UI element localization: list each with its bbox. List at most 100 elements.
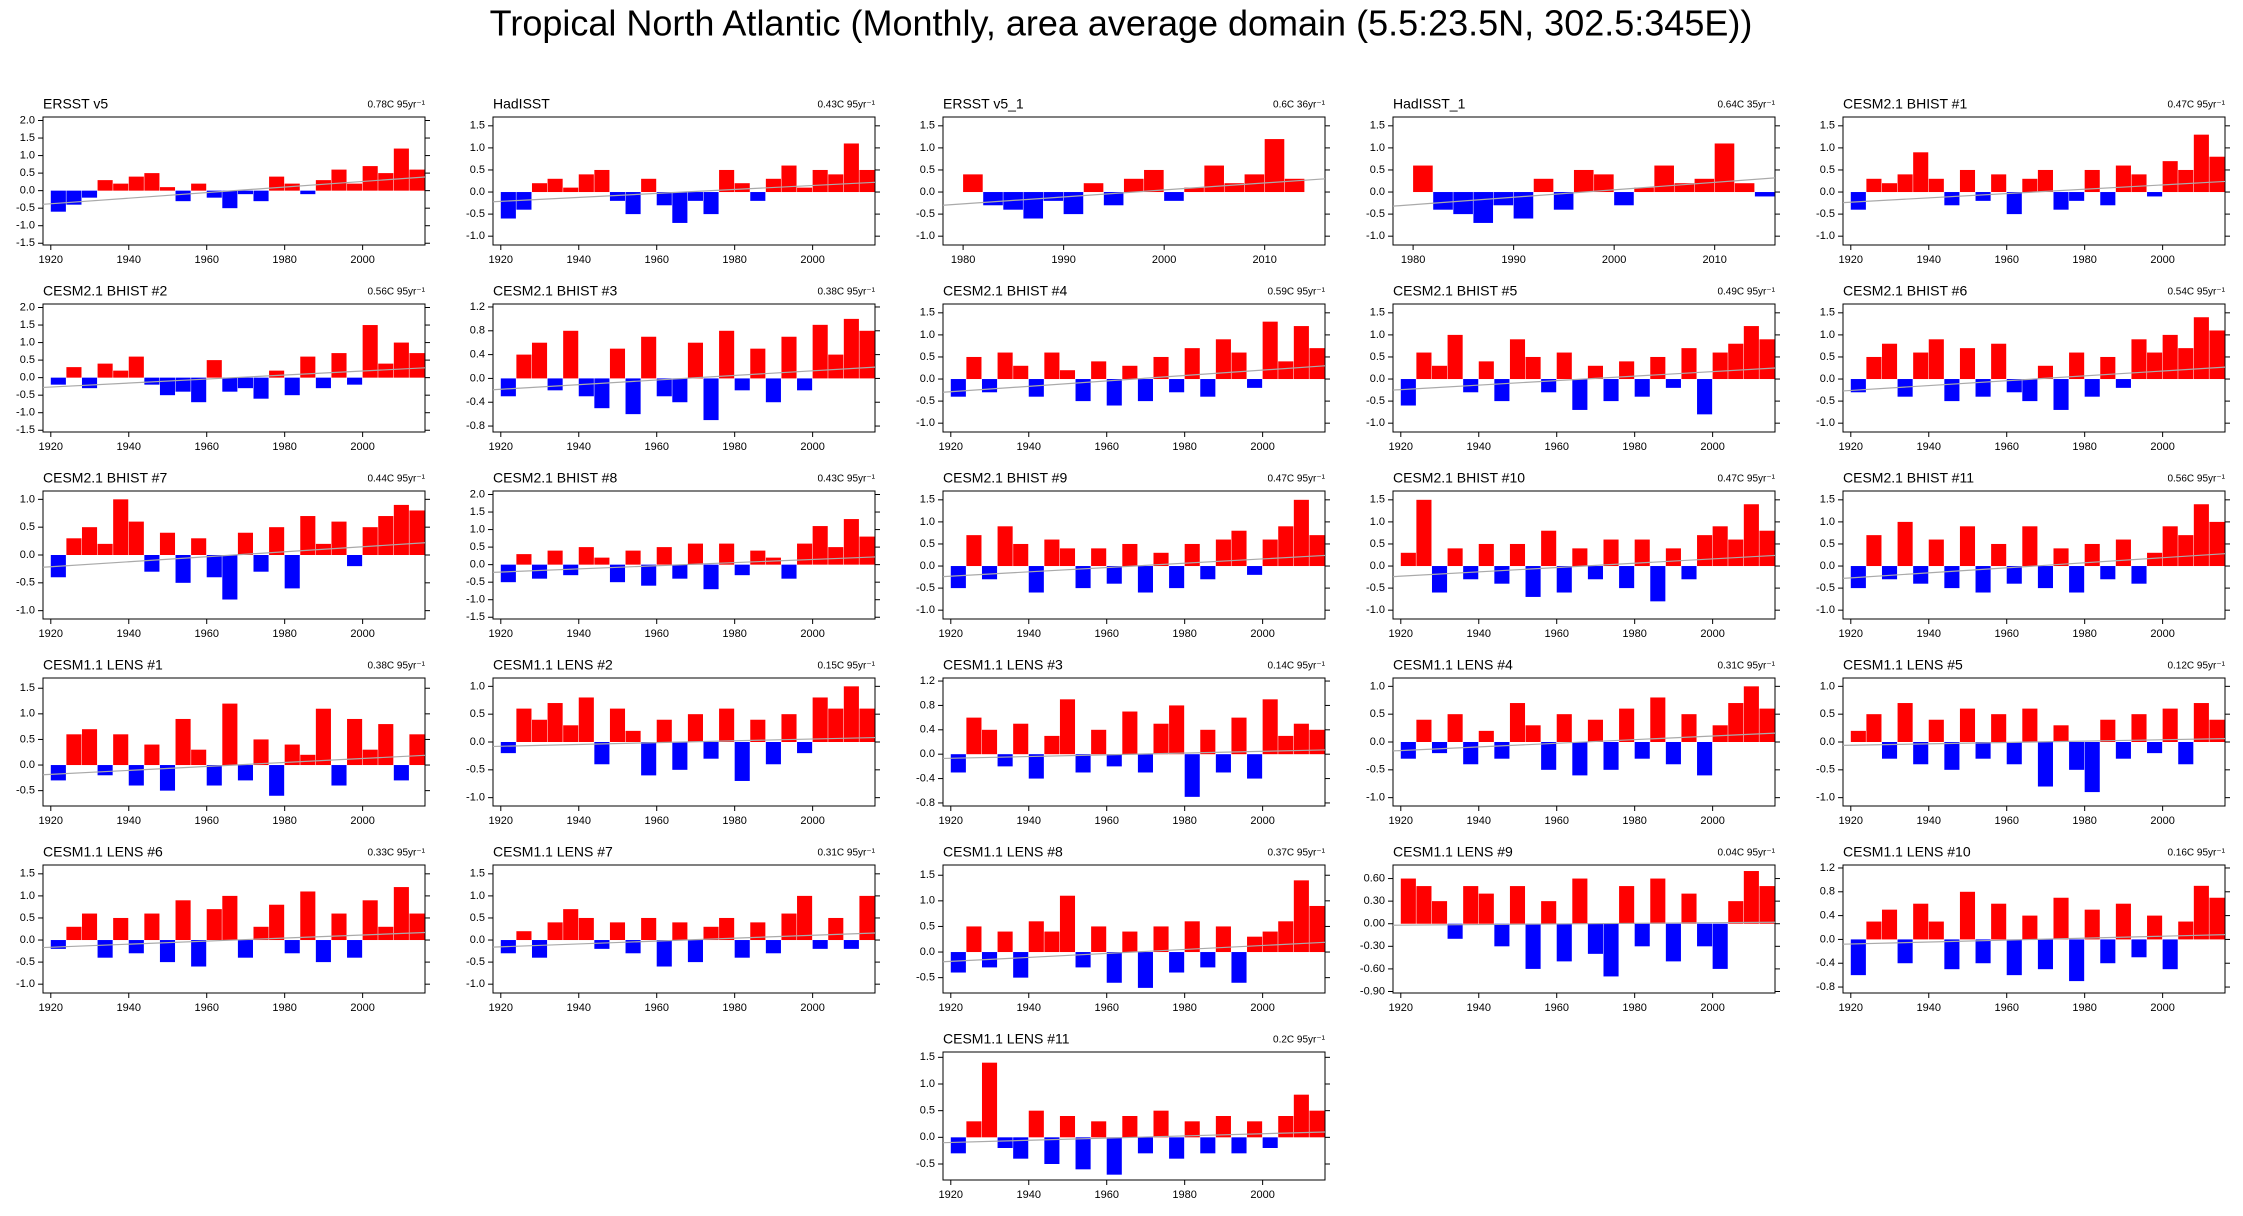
anomaly-bar (2053, 897, 2069, 940)
anomaly-bar (1028, 566, 1044, 593)
anomaly-bar (656, 378, 672, 397)
anomaly-bar (1278, 526, 1294, 567)
anomaly-bar (1091, 361, 1107, 380)
anomaly-bar (781, 714, 797, 742)
anomaly-bar (144, 377, 160, 385)
x-tick-label: 1980 (2072, 254, 2096, 266)
anomaly-bar (2178, 742, 2194, 765)
anomaly-bar (1106, 1137, 1122, 1175)
x-tick-label: 2000 (1250, 441, 1274, 453)
anomaly-bar (1013, 365, 1029, 380)
anomaly-bar (594, 169, 610, 193)
y-tick-label: 0.0 (20, 759, 35, 771)
anomaly-bar (144, 744, 160, 766)
anomaly-bar (1103, 192, 1124, 206)
y-tick-label: 0.5 (20, 521, 35, 533)
x-tick-label: 1960 (644, 254, 668, 266)
anomaly-bar (97, 543, 113, 555)
y-tick-label: 0.8 (1820, 886, 1835, 898)
anomaly-bar (206, 765, 222, 786)
panel-title: CESM2.1 BHIST #6 (1843, 283, 1967, 299)
trend-label: 0.56C 95yr⁻¹ (367, 287, 425, 298)
y-tick-label: 0.0 (920, 560, 935, 572)
x-tick-label: 1960 (1544, 441, 1568, 453)
y-tick-label: -1.5 (16, 424, 35, 436)
y-tick-label: 1.0 (1370, 680, 1385, 692)
anomaly-bar (50, 190, 66, 212)
anomaly-bar (66, 538, 82, 555)
anomaly-bar (409, 510, 425, 555)
anomaly-bar (2100, 356, 2116, 380)
anomaly-bar (378, 516, 394, 555)
anomaly-bar (2069, 352, 2085, 380)
y-tick-label: 0.0 (1370, 560, 1385, 572)
y-tick-label: -1.0 (1366, 792, 1385, 804)
anomaly-bar (2193, 504, 2209, 567)
anomaly-bar (1293, 499, 1309, 567)
anomaly-bar (500, 742, 516, 754)
anomaly-bar (1431, 566, 1448, 593)
anomaly-bar (347, 377, 363, 385)
anomaly-bar (1413, 165, 1433, 193)
anomaly-bar (2069, 566, 2085, 593)
figure-title: Tropical North Atlantic (Monthly, area a… (490, 3, 1753, 44)
anomaly-bar (1509, 543, 1526, 567)
anomaly-bar (997, 931, 1013, 953)
anomaly-bar (1262, 931, 1278, 953)
anomaly-bar (843, 686, 859, 742)
anomaly-bar (1478, 543, 1494, 567)
anomaly-bar (113, 917, 129, 941)
trend-line (942, 178, 1326, 206)
anomaly-bar (2162, 161, 2178, 193)
y-tick-label: -1.5 (16, 237, 35, 249)
y-tick-label: 0.0 (1820, 186, 1835, 198)
anomaly-bar (2100, 719, 2116, 742)
y-tick-label: 0.5 (1370, 164, 1385, 176)
trend-line (1842, 180, 2226, 204)
x-tick-label: 2010 (1252, 254, 1276, 266)
trend-label: 0.2C 95yr⁻¹ (1273, 1035, 1326, 1046)
x-tick-label: 1940 (567, 815, 591, 827)
plot-frame (42, 677, 426, 807)
trend-line (1392, 367, 1776, 391)
y-tick-label: -0.5 (1366, 208, 1385, 220)
anomaly-bar (393, 148, 409, 191)
y-tick-label: 1.5 (470, 868, 485, 880)
anomaly-bar (1541, 901, 1557, 924)
x-tick-label: 1980 (2072, 628, 2096, 640)
anomaly-bar (393, 765, 409, 781)
y-tick-label: 1.0 (920, 895, 935, 907)
anomaly-bar (1231, 952, 1247, 983)
plot-frame (942, 864, 1326, 994)
anomaly-bar (859, 169, 875, 193)
anomaly-bar (2131, 339, 2147, 380)
trend-label: 0.38C 95yr⁻¹ (367, 661, 425, 672)
y-tick-label: -0.8 (466, 420, 485, 432)
anomaly-bar (128, 356, 144, 378)
x-tick-label: 1940 (1917, 1002, 1941, 1014)
y-tick-label: -1.0 (916, 417, 935, 429)
anomaly-bar (516, 192, 532, 210)
plot-frame (1842, 864, 2226, 994)
x-tick-label: 1920 (1389, 1002, 1413, 1014)
anomaly-bar (594, 742, 610, 765)
anomaly-bar (1553, 192, 1574, 210)
y-tick-label: -0.5 (466, 956, 485, 968)
anomaly-bar (1881, 566, 1898, 580)
anomaly-bar (362, 325, 378, 378)
anomaly-bar (1850, 379, 1866, 393)
y-tick-label: 1.5 (1370, 307, 1385, 319)
anomaly-bar (1293, 723, 1309, 755)
anomaly-bar (1200, 952, 1216, 968)
x-tick-label: 1920 (489, 628, 513, 640)
anomaly-bar (950, 754, 966, 773)
anomaly-bar (1184, 543, 1200, 567)
anomaly-bar (1697, 379, 1713, 415)
y-tick-label: -0.5 (16, 956, 35, 968)
anomaly-bar (331, 353, 347, 378)
y-tick-label: -1.0 (1816, 792, 1835, 804)
anomaly-bar (175, 718, 191, 766)
anomaly-bar (113, 370, 129, 378)
anomaly-bar (1603, 539, 1619, 567)
x-tick-label: 1980 (951, 254, 975, 266)
